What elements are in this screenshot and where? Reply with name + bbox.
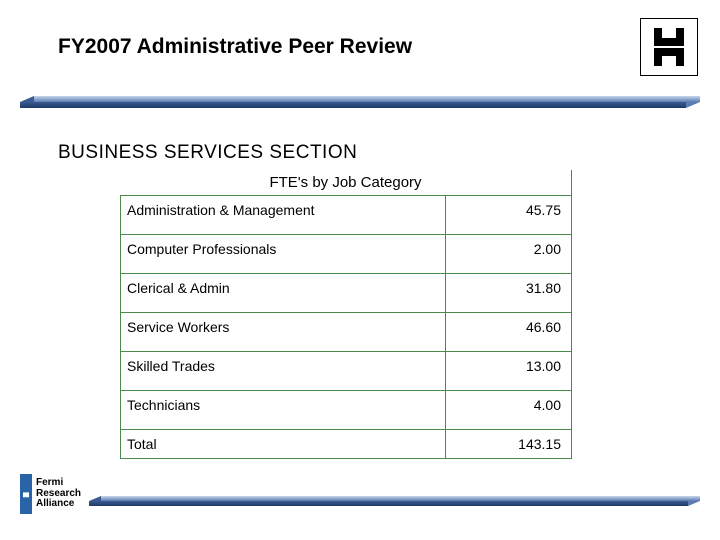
fte-table: Administration & Management 45.75 Comput… [120, 195, 572, 459]
category-cell: Skilled Trades [121, 352, 446, 391]
value-cell: 31.80 [445, 274, 571, 313]
category-cell: Technicians [121, 391, 446, 430]
value-cell: 45.75 [445, 196, 571, 235]
header-divider [20, 96, 700, 114]
fermilab-icon [646, 24, 692, 70]
table-row: Service Workers 46.60 [121, 313, 572, 352]
value-cell: 2.00 [445, 235, 571, 274]
fte-table-title: FTE's by Job Category [120, 170, 572, 195]
value-cell: 46.60 [445, 313, 571, 352]
category-cell: Computer Professionals [121, 235, 446, 274]
table-row: Computer Professionals 2.00 [121, 235, 572, 274]
table-row: Clerical & Admin 31.80 [121, 274, 572, 313]
category-cell: Clerical & Admin [121, 274, 446, 313]
header-row: FY2007 Administrative Peer Review [0, 0, 720, 76]
section-subtitle: BUSINESS SERVICES SECTION [58, 142, 720, 164]
total-value-cell: 143.15 [445, 430, 571, 459]
fra-mark-icon [20, 474, 32, 514]
table-row: Administration & Management 45.75 [121, 196, 572, 235]
fra-logo: Fermi Research Alliance [20, 474, 81, 514]
table-row: Skilled Trades 13.00 [121, 352, 572, 391]
fermilab-logo [640, 18, 698, 76]
table-row: Technicians 4.00 [121, 391, 572, 430]
fte-table-wrap: FTE's by Job Category Administration & M… [120, 170, 572, 459]
table-row-total: Total 143.15 [121, 430, 572, 459]
total-label-cell: Total [121, 430, 446, 459]
page-title: FY2007 Administrative Peer Review [58, 35, 640, 59]
fra-text: Fermi Research Alliance [36, 478, 81, 510]
footer-divider [89, 496, 700, 510]
value-cell: 4.00 [445, 391, 571, 430]
fra-line3: Alliance [36, 499, 81, 510]
value-cell: 13.00 [445, 352, 571, 391]
category-cell: Service Workers [121, 313, 446, 352]
category-cell: Administration & Management [121, 196, 446, 235]
footer-row: Fermi Research Alliance [20, 474, 700, 514]
